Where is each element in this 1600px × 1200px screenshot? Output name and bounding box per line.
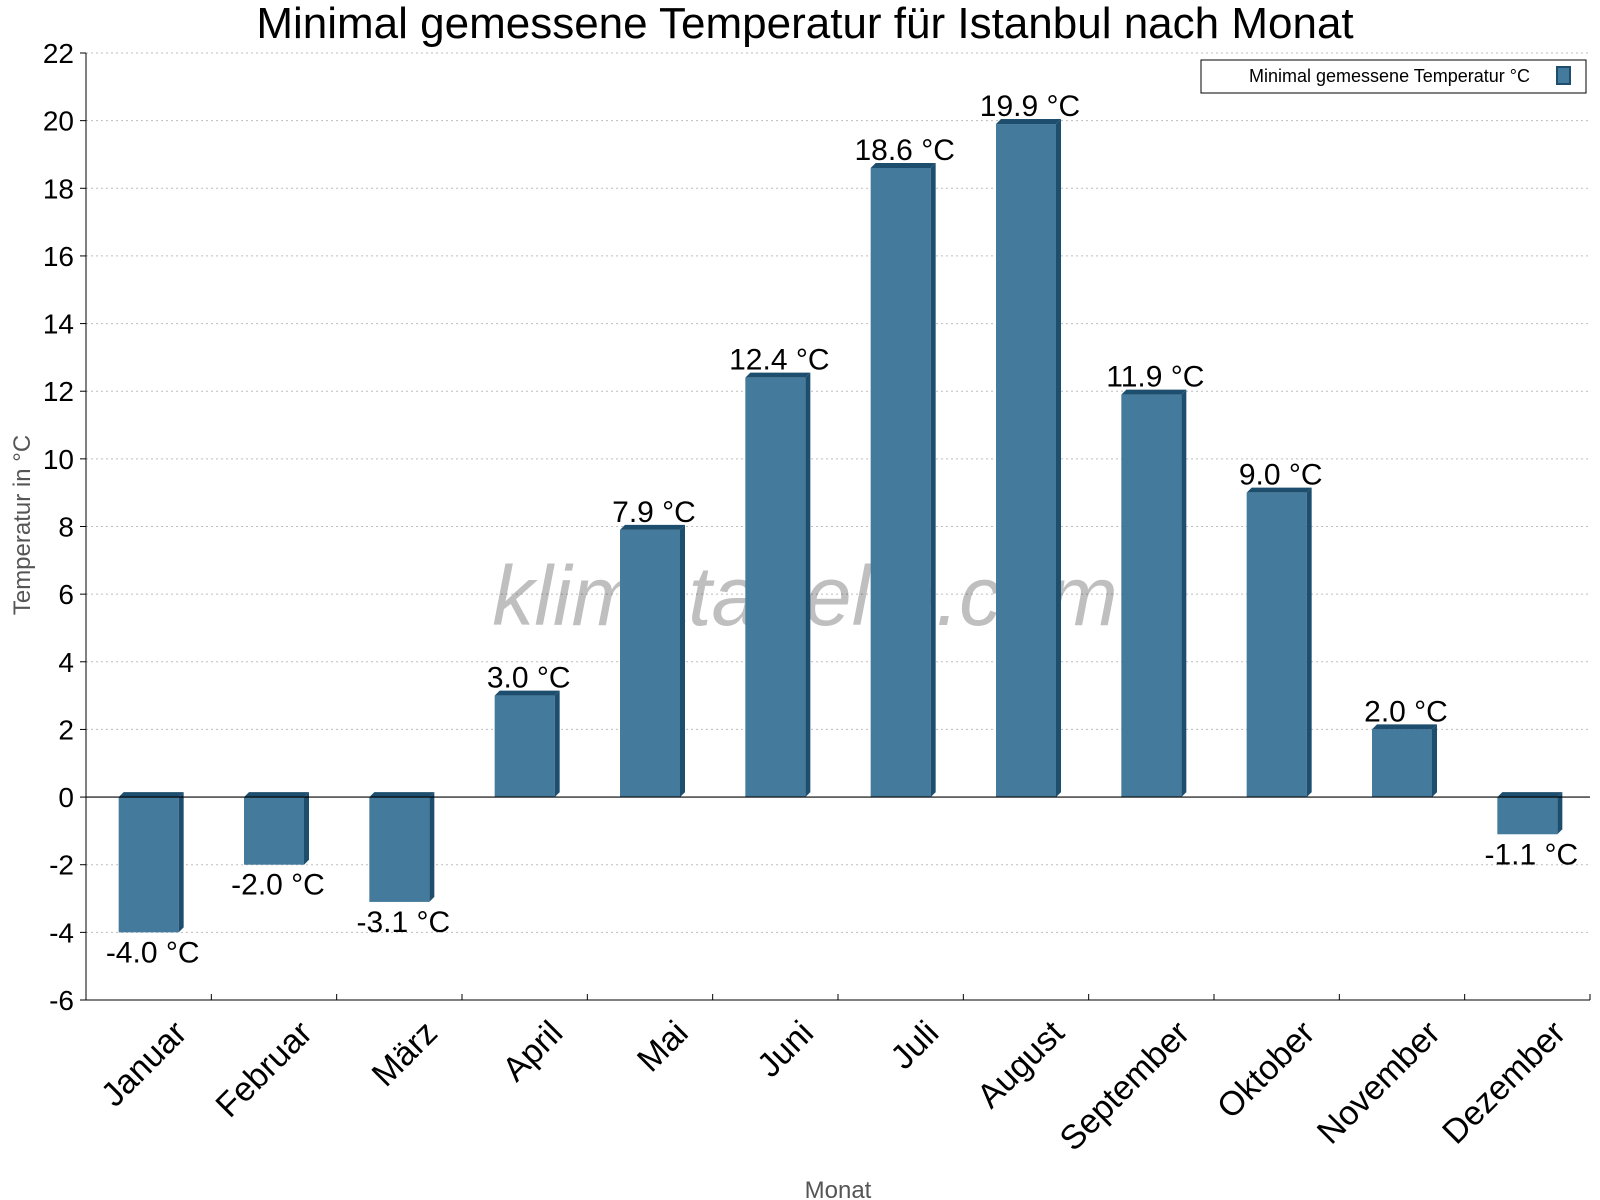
bar [118, 797, 179, 933]
bar-top [244, 792, 309, 798]
bar-side [554, 690, 560, 798]
bar-top [1246, 487, 1312, 493]
bar [1246, 492, 1307, 798]
y-tick-label: 22 [43, 38, 74, 69]
y-tick-label: 2 [58, 714, 74, 745]
data-label: 7.9 °C [612, 496, 696, 529]
axes [80, 52, 1591, 1001]
y-tick-label: 12 [43, 376, 74, 407]
bar-top [745, 372, 811, 378]
bar [244, 797, 304, 865]
y-tick-label: 8 [58, 512, 74, 543]
bar-side [1557, 792, 1563, 835]
bar [745, 377, 806, 798]
bar [1121, 394, 1182, 798]
bar-side [178, 792, 184, 933]
chart-title: Minimal gemessene Temperatur für Istanbu… [256, 0, 1353, 48]
y-tick-label: 6 [58, 579, 74, 610]
bar [369, 797, 430, 902]
y-tick-label: -6 [49, 985, 74, 1016]
bar-top [369, 792, 435, 798]
bar-top [620, 524, 685, 530]
bars [118, 119, 1563, 933]
bar-side [930, 162, 936, 798]
data-label: -1.1 °C [1484, 838, 1578, 871]
bar-top [1121, 389, 1187, 395]
y-tick-label: 4 [58, 647, 74, 678]
bar-side [1056, 119, 1061, 798]
data-label: -3.1 °C [356, 906, 450, 939]
data-label: 2.0 °C [1364, 695, 1448, 728]
y-tick-label: 18 [43, 173, 74, 204]
legend-swatch [1556, 66, 1571, 85]
y-tick-label: 10 [43, 444, 74, 475]
bar-top [996, 119, 1061, 125]
bar [1372, 729, 1432, 798]
data-label: 11.9 °C [1106, 361, 1204, 394]
y-tick-label: 20 [43, 106, 74, 137]
bar [1497, 797, 1558, 835]
bar-side [1181, 389, 1187, 798]
legend: Minimal gemessene Temperatur °C [1200, 59, 1587, 94]
data-label: -2.0 °C [231, 869, 325, 902]
bar-side [1306, 487, 1312, 798]
data-label: 19.9 °C [980, 90, 1080, 123]
bar-side [304, 792, 309, 865]
data-label: 3.0 °C [487, 662, 571, 695]
bar-side [680, 524, 685, 798]
bar-top [1372, 724, 1437, 730]
bar-top [494, 690, 560, 696]
y-tick-label: -4 [49, 917, 74, 948]
data-label: -4.0 °C [106, 936, 200, 969]
data-label: 12.4 °C [729, 344, 829, 377]
bar-side [1432, 724, 1437, 798]
y-axis-label: Temperatur in °C [9, 435, 36, 615]
bar [996, 124, 1056, 798]
data-labels: -4.0 °C -2.0 °C -3.1 °C 3.0 °C 7.9 °C 12.4 °C… [106, 90, 1578, 969]
bar-side [805, 372, 811, 798]
bar [494, 695, 555, 798]
bar-top [870, 162, 936, 168]
legend-entry-label: Minimal gemessene Temperatur °C [1249, 66, 1530, 86]
y-tick-label: 0 [58, 782, 74, 813]
bar-top [1497, 792, 1563, 798]
y-tick-labels: -6 -4 -2 0 2 4 6 8 10 12 14 16 18 20 22 [43, 38, 74, 1016]
y-tick-label: -2 [49, 850, 74, 881]
bar [870, 167, 931, 798]
x-axis-label: Monat [805, 1177, 872, 1200]
bar [620, 529, 680, 798]
bar-top [118, 792, 184, 798]
legend-box [1200, 59, 1587, 94]
data-label: 18.6 °C [854, 134, 954, 167]
y-tick-label: 14 [43, 309, 74, 340]
data-label: 9.0 °C [1239, 459, 1323, 492]
bar-side [429, 792, 435, 902]
y-tick-label: 16 [43, 241, 74, 272]
